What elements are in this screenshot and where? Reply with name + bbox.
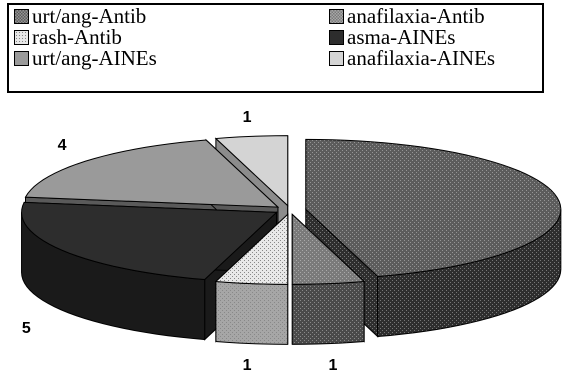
pie-slice-rash-antib [214, 213, 289, 285]
legend-label: anafilaxia-AINEs [347, 46, 496, 70]
pie-slice-urt-ang-antib [305, 138, 562, 278]
data-label: 4 [58, 137, 67, 154]
legend-item-rash-antib: rash-Antib [14, 26, 122, 48]
pie-slice-anafilaxia-aines [214, 135, 289, 207]
legend-item-urt-ang-antib: urt/ang-Antib [14, 5, 146, 27]
legend-swatch [14, 29, 29, 45]
legend-label: urt/ang-AINEs [32, 46, 157, 70]
legend-item-urt-ang-aines: urt/ang-AINEs [14, 47, 157, 69]
legend-swatch [329, 50, 344, 66]
data-label: 1 [243, 109, 252, 126]
pie-slice-urt-ang-aines [24, 139, 280, 208]
legend-swatch [14, 50, 29, 66]
data-label: 1 [243, 357, 252, 372]
legend-label: urt/ang-Antib [32, 4, 147, 28]
legend-item-asma-aines: asma-AINEs [329, 26, 455, 48]
legend-swatch [329, 8, 344, 24]
pie-slice-asma-aines [21, 201, 278, 281]
legend-label: anafilaxia-Antib [347, 4, 485, 28]
legend-swatch [14, 8, 29, 24]
legend-label: asma-AINEs [347, 25, 456, 49]
data-label: 1 [328, 357, 337, 372]
pie-slice-side [291, 280, 365, 345]
pie-slice-side [215, 280, 289, 345]
chart-legend: urt/ang-Antib anafilaxia-Antib rash-Anti… [7, 3, 544, 93]
legend-swatch [329, 29, 344, 45]
data-label: 5 [22, 320, 31, 337]
legend-label: rash-Antib [32, 25, 122, 49]
legend-item-anafilaxia-aines: anafilaxia-AINEs [329, 47, 495, 69]
legend-item-anafilaxia-antib: anafilaxia-Antib [329, 5, 485, 27]
pie-tops [21, 135, 562, 285]
pie-slice-anafilaxia-antib [291, 213, 366, 285]
